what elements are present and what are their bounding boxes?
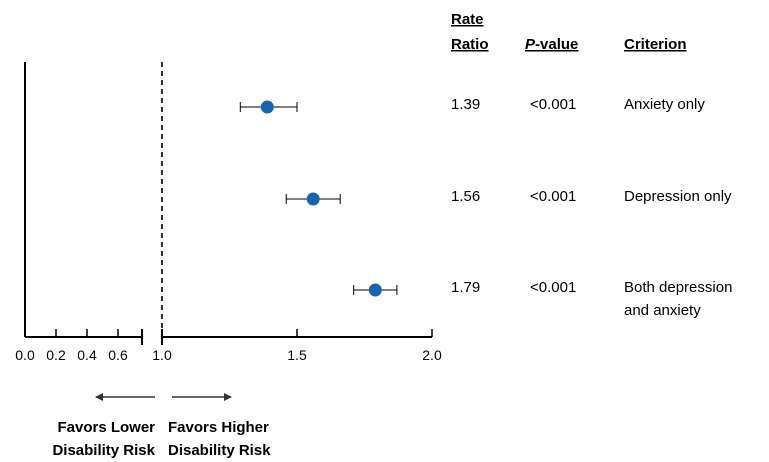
x-tick-label: 1.0 [152,347,172,363]
x-tick-label: 0.0 [15,347,35,363]
p-value: <0.001 [530,188,576,205]
estimates [239,100,398,297]
p-value-header-rest: -value [535,36,578,53]
criterion-label: Both depression [624,279,732,296]
favors-annotation: Favors Lower Disability Risk Favors High… [52,393,271,459]
rate-ratio-value: 1.56 [451,188,480,205]
favors-higher-label-line2: Disability Risk [168,442,271,459]
column-headers: Rate Ratio P-value Criterion [451,11,687,53]
x-tick-label: 0.4 [77,347,97,363]
point-estimate [260,100,274,114]
x-tick-label: 0.2 [46,347,66,363]
axes [24,62,432,338]
favors-lower-label-line2: Disability Risk [52,442,155,459]
rate-ratio-header-line2: Ratio [451,36,489,53]
point-estimate [368,283,382,297]
rate-ratio-value: 1.79 [451,279,480,296]
p-value: <0.001 [530,96,576,113]
x-tick-label: 1.5 [287,347,307,363]
criterion-header: Criterion [624,36,687,53]
p-value: <0.001 [530,279,576,296]
x-tick-label: 2.0 [422,347,442,363]
results-table: 1.39 <0.001 Anxiety only 1.56 <0.001 Depressi… [451,96,732,319]
criterion-label: and anxiety [624,302,701,319]
favors-higher-label-line1: Favors Higher [168,419,269,436]
rate-ratio-header-line1: Rate [451,11,484,28]
point-estimate [306,192,320,206]
p-value-header: P-value [525,36,578,53]
rate-ratio-value: 1.39 [451,96,480,113]
criterion-label: Depression only [624,188,732,205]
x-axis-ticks: 0.0 0.2 0.4 0.6 1.0 1.5 2.0 [15,329,442,363]
p-value-header-italic: P [525,36,536,53]
favors-lower-label-line1: Favors Lower [57,419,155,436]
x-tick-label: 0.6 [108,347,128,363]
criterion-label: Anxiety only [624,96,705,113]
